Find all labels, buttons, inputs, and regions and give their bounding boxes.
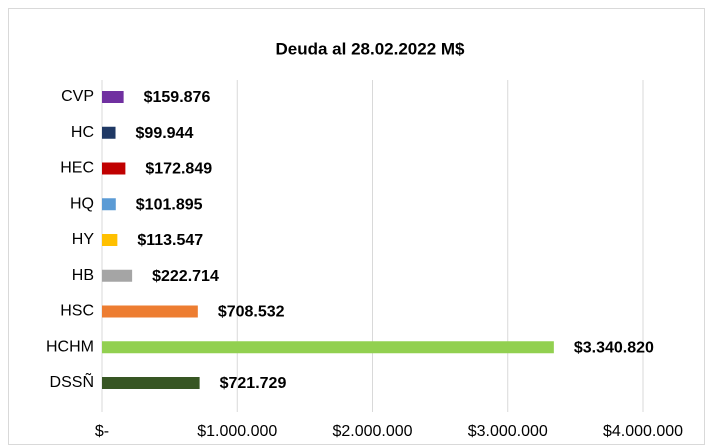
bar	[102, 377, 200, 389]
data-label: $159.876	[144, 89, 211, 106]
x-tick-label: $1.000.000	[197, 423, 277, 440]
data-label: $101.895	[136, 196, 203, 213]
bar	[102, 162, 126, 175]
data-label: $708.532	[218, 304, 285, 321]
bar	[102, 234, 118, 246]
bar	[102, 305, 198, 318]
bar	[102, 91, 124, 103]
y-tick-label: HY	[72, 231, 95, 248]
bar	[102, 269, 133, 282]
chart-border	[8, 8, 705, 445]
bar	[102, 341, 554, 354]
y-tick-label: HC	[71, 124, 94, 141]
bar	[102, 198, 116, 211]
y-tick-label: HB	[72, 267, 94, 284]
data-label: $3.340.820	[574, 339, 654, 356]
data-label: $721.729	[220, 375, 287, 392]
x-tick-label: $-	[95, 423, 109, 440]
y-tick-label: CVP	[61, 88, 94, 105]
data-label: $172.849	[145, 161, 212, 178]
x-tick-label: $2.000.000	[332, 423, 412, 440]
chart-title: Deuda al 28.02.2022 M$	[275, 39, 465, 58]
y-tick-label: DSSÑ	[50, 371, 94, 391]
data-label: $99.944	[136, 125, 194, 142]
y-tick-label: HQ	[70, 195, 94, 212]
bar	[102, 126, 116, 139]
data-label: $222.714	[152, 268, 219, 285]
y-tick-label: HCHM	[46, 338, 94, 355]
x-tick-label: $4.000.000	[603, 423, 683, 440]
data-label: $113.547	[137, 232, 203, 249]
y-tick-label: HEC	[60, 160, 94, 177]
y-tick-label: HSC	[60, 303, 94, 320]
x-tick-label: $3.000.000	[468, 423, 548, 440]
